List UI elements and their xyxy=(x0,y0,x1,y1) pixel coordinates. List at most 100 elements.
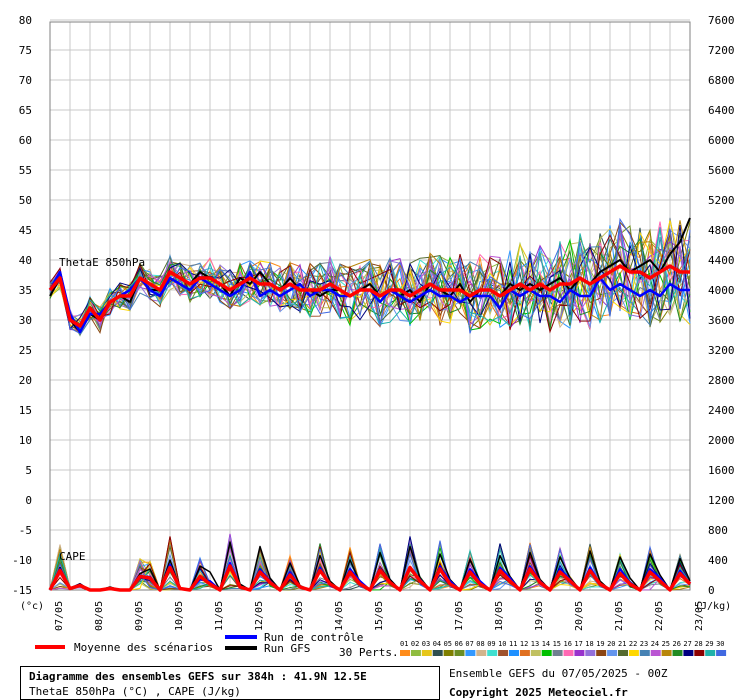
y-left-tick: -15 xyxy=(12,584,32,597)
y-left-tick: 20 xyxy=(19,374,32,387)
y-left-tick: 55 xyxy=(19,164,32,177)
member-legend-label: 03 xyxy=(422,640,430,648)
y-right-tick: 4400 xyxy=(708,254,735,267)
chart-title: Diagramme des ensembles GEFS sur 384h : … xyxy=(29,670,367,683)
y-right-tick: 2000 xyxy=(708,434,735,447)
member-legend-label: 11 xyxy=(509,640,517,648)
y-right-tick: 4800 xyxy=(708,224,735,237)
y-left-tick: 70 xyxy=(19,74,32,87)
member-thetae-line xyxy=(49,220,691,328)
y-right-tick: 3600 xyxy=(708,314,735,327)
member-legend-label: 18 xyxy=(585,640,593,648)
member-legend-label: 09 xyxy=(487,640,495,648)
y-right-tick: 5200 xyxy=(708,194,735,207)
member-legend-label: 06 xyxy=(455,640,463,648)
x-tick-label: 19/05 xyxy=(534,601,545,631)
run-info: Ensemble GEFS du 07/05/2025 - 00Z xyxy=(449,667,668,680)
member-legend-swatch xyxy=(476,650,487,656)
x-tick-label: 22/05 xyxy=(654,601,665,631)
right-unit-label: (J/kg) xyxy=(695,601,731,612)
member-legend-swatch xyxy=(661,650,672,656)
y-right-tick: 4000 xyxy=(708,284,735,297)
y-right-tick: 6000 xyxy=(708,134,735,147)
y-left-tick: 75 xyxy=(19,44,32,57)
x-tick-label: 10/05 xyxy=(174,601,185,631)
member-legend-label: 20 xyxy=(607,640,615,648)
member-thetae-line xyxy=(49,217,691,331)
member-legend-swatch xyxy=(454,650,465,656)
member-legend-label: 17 xyxy=(574,640,582,648)
member-legend-label: 27 xyxy=(683,640,691,648)
mean-cape-line xyxy=(48,564,692,592)
left-unit-label: (°c) xyxy=(20,601,44,612)
member-legend-swatch xyxy=(519,650,530,656)
x-tick-label: 14/05 xyxy=(334,601,345,631)
member-legend-swatch xyxy=(596,650,607,656)
member-legend-swatch xyxy=(421,650,432,656)
member-legend-label: 02 xyxy=(411,640,419,648)
member-thetae-line xyxy=(49,217,691,335)
x-tick-label: 08/05 xyxy=(94,601,105,631)
x-tick-label: 17/05 xyxy=(454,601,465,631)
y-right-tick: 5600 xyxy=(708,164,735,177)
y-right-tick: 2400 xyxy=(708,404,735,417)
y-right-tick: 7200 xyxy=(708,44,735,57)
member-legend-label: 07 xyxy=(465,640,473,648)
y-right-tick: 6400 xyxy=(708,104,735,117)
member-legend-label: 14 xyxy=(542,640,550,648)
member-legend-label: 08 xyxy=(476,640,484,648)
member-legend-label: 10 xyxy=(498,640,506,648)
member-legend-swatch xyxy=(410,650,421,656)
member-legend-swatch xyxy=(683,650,694,656)
y-left-tick: 0 xyxy=(25,494,32,507)
y-left-tick: 30 xyxy=(19,314,32,327)
x-tick-label: 20/05 xyxy=(574,601,585,631)
main-series xyxy=(48,217,692,592)
x-tick-label: 12/05 xyxy=(254,601,265,631)
member-legend-label: 26 xyxy=(673,640,681,648)
x-tick-label: 23/05 xyxy=(694,601,705,631)
member-legend-label: 30 xyxy=(716,640,724,648)
member-legend-swatch xyxy=(465,650,476,656)
y-right-tick: 400 xyxy=(708,554,728,567)
member-legend-label: 15 xyxy=(553,640,561,648)
member-legend-swatch xyxy=(705,650,716,656)
legend-gfs-label: Run GFS xyxy=(264,642,310,655)
cape-label: CAPE xyxy=(59,550,86,563)
member-legend-swatch xyxy=(530,650,541,656)
member-legend-swatch xyxy=(628,650,639,656)
copyright: Copyright 2025 Meteociel.fr xyxy=(449,686,628,699)
member-legend-swatch xyxy=(716,650,727,656)
x-tick-label: 09/05 xyxy=(134,601,145,631)
member-legend-swatch xyxy=(563,650,574,656)
y-left-tick: 65 xyxy=(19,104,32,117)
member-legend-label: 01 xyxy=(400,640,408,648)
x-tick-label: 07/05 xyxy=(54,601,65,631)
member-legend-swatch xyxy=(443,650,454,656)
legend-control-label: Run de contrôle xyxy=(264,631,363,644)
mean-thetae-line xyxy=(48,264,690,328)
x-tick-label: 16/05 xyxy=(414,601,425,631)
y-left-tick: 45 xyxy=(19,224,32,237)
member-legend-swatch xyxy=(552,650,563,656)
x-tick-label: 13/05 xyxy=(294,601,305,631)
chart-subtitle: ThetaE 850hPa (°C) , CAPE (J/kg) xyxy=(29,685,241,698)
member-legend-swatch xyxy=(574,650,585,656)
y-left-tick: 80 xyxy=(19,14,32,27)
member-legend-swatch xyxy=(618,650,628,656)
member-thetae-line xyxy=(49,227,691,332)
member-legend-swatch xyxy=(498,650,509,656)
y-left-tick: 60 xyxy=(19,134,32,147)
member-thetae-line xyxy=(49,237,691,331)
member-legend-swatch xyxy=(400,650,410,656)
member-legend-label: 22 xyxy=(629,640,637,648)
member-legend-label: 13 xyxy=(531,640,539,648)
member-legend-swatch xyxy=(607,650,618,656)
member-legend-swatch xyxy=(672,650,683,656)
member-legend-label: 04 xyxy=(433,640,441,648)
member-legend-swatch xyxy=(650,650,661,656)
y-left-tick: 50 xyxy=(19,194,32,207)
x-tick-label: 15/05 xyxy=(374,601,385,631)
member-legend-label: 05 xyxy=(444,640,452,648)
